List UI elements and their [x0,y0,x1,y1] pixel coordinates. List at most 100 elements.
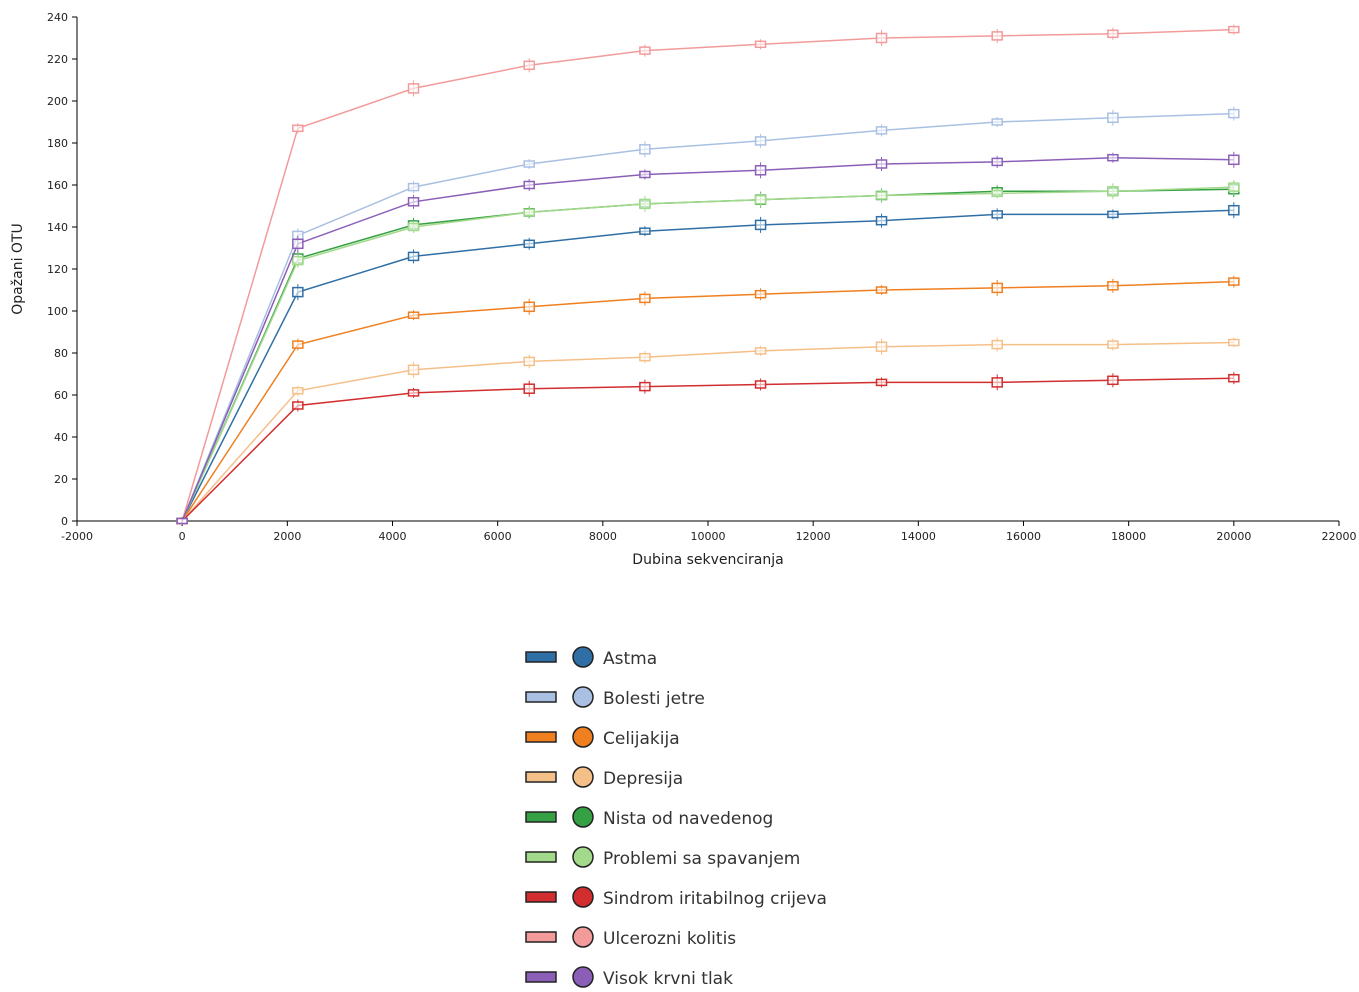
legend-item[interactable]: Visok krvni tlak [525,966,733,989]
legend-marker [572,846,594,868]
legend[interactable]: Astma Bolesti jetre Celijakija Depresija Nis… [525,646,827,989]
series-point [292,124,304,133]
series-group [176,372,1240,525]
series-point [639,352,651,362]
legend-marker [572,686,594,708]
series-group [176,275,1240,525]
legend-label: Nista od navedenog [603,809,773,829]
chart-axes: -2000 0 2000 4000 6000 8000 10000 12000 14000 160… [47,11,1357,543]
series-point [1107,210,1119,219]
series-point [1228,25,1240,34]
legend-label: Depresija [603,769,683,789]
y-axis-title: Opažani OTU [10,223,26,314]
y-tick-label: 20 [54,473,68,486]
series-point [1107,186,1119,197]
series-point [523,160,535,168]
x-tick-label: 16000 [1006,530,1041,543]
series-point [523,239,535,249]
series-line [181,280,1234,522]
series-point [1228,338,1240,347]
series-point [407,222,420,232]
series-point [639,293,651,304]
series-line [181,156,1234,522]
series-point [523,356,535,367]
series-point [407,197,420,207]
y-tick-label: 220 [47,53,68,66]
series-point [1107,29,1119,39]
series-point [407,364,420,376]
series-point [523,383,535,394]
legend-swatch [525,931,557,943]
series-point [407,311,420,319]
series-point [639,46,651,55]
series-point [639,227,651,235]
series-point [991,339,1003,350]
legend-item[interactable]: Celijakija [525,726,680,749]
series-line [181,188,1234,522]
series-point [639,170,651,179]
y-tick-label: 0 [61,515,68,528]
y-tick-label: 40 [54,431,68,444]
series-point [875,215,888,226]
legend-marker [572,926,594,948]
legend-item[interactable]: Sindrom iritabilnog crijeva [525,886,827,909]
series-point [1107,153,1119,162]
series-point [292,340,304,349]
series-point [991,157,1003,167]
legend-item[interactable]: Ulcerozni kolitis [525,926,736,949]
series-point [1228,204,1240,216]
legend-swatch [525,811,557,823]
series-point [407,389,420,397]
series-point [292,286,304,298]
series-point [292,255,304,266]
series-point [407,251,420,262]
series-point [639,381,651,392]
legend-item[interactable]: Nista od navedenog [525,806,773,829]
series-point [523,60,535,71]
series-line [181,209,1234,522]
series-point [875,286,888,294]
y-tick-label: 60 [54,389,68,402]
legend-item[interactable]: Depresija [525,766,683,789]
legend-swatch [525,891,557,903]
y-tick-label: 140 [47,221,68,234]
series-point [1107,281,1119,291]
series-point [754,219,767,231]
y-tick-label: 180 [47,137,68,150]
x-tick-label: 22000 [1322,530,1357,543]
legend-label: Problemi sa spavanjem [603,849,800,869]
legend-swatch [525,771,557,783]
series-point [407,83,420,94]
series-point [292,238,304,250]
legend-item[interactable]: Bolesti jetre [525,686,705,709]
series-point [754,40,767,49]
series-point [1228,277,1240,286]
series-group [176,180,1240,525]
legend-swatch [525,651,557,663]
x-tick-label: 10000 [691,530,726,543]
y-tick-label: 120 [47,263,68,276]
series-point [1228,373,1240,383]
y-tick-label: 80 [54,347,68,360]
series-point [991,31,1003,41]
series-point [991,118,1003,126]
series-point [292,401,304,410]
legend-item[interactable]: Astma [525,646,657,669]
legend-item[interactable]: Problemi sa spavanjem [525,846,800,869]
series-point [754,289,767,299]
legend-marker [572,766,594,788]
x-tick-label: 20000 [1216,530,1251,543]
legend-marker [572,966,594,988]
series-point [875,159,888,169]
x-tick-label: 14000 [901,530,936,543]
y-tick-label: 160 [47,179,68,192]
series-point [754,194,767,205]
legend-marker [572,806,594,828]
legend-label: Ulcerozni kolitis [603,929,736,949]
x-axis-title: Dubina sekvenciranja [632,552,783,568]
series-point [639,144,651,155]
series-point [523,208,535,217]
series-point [754,380,767,389]
series-group [176,202,1240,525]
